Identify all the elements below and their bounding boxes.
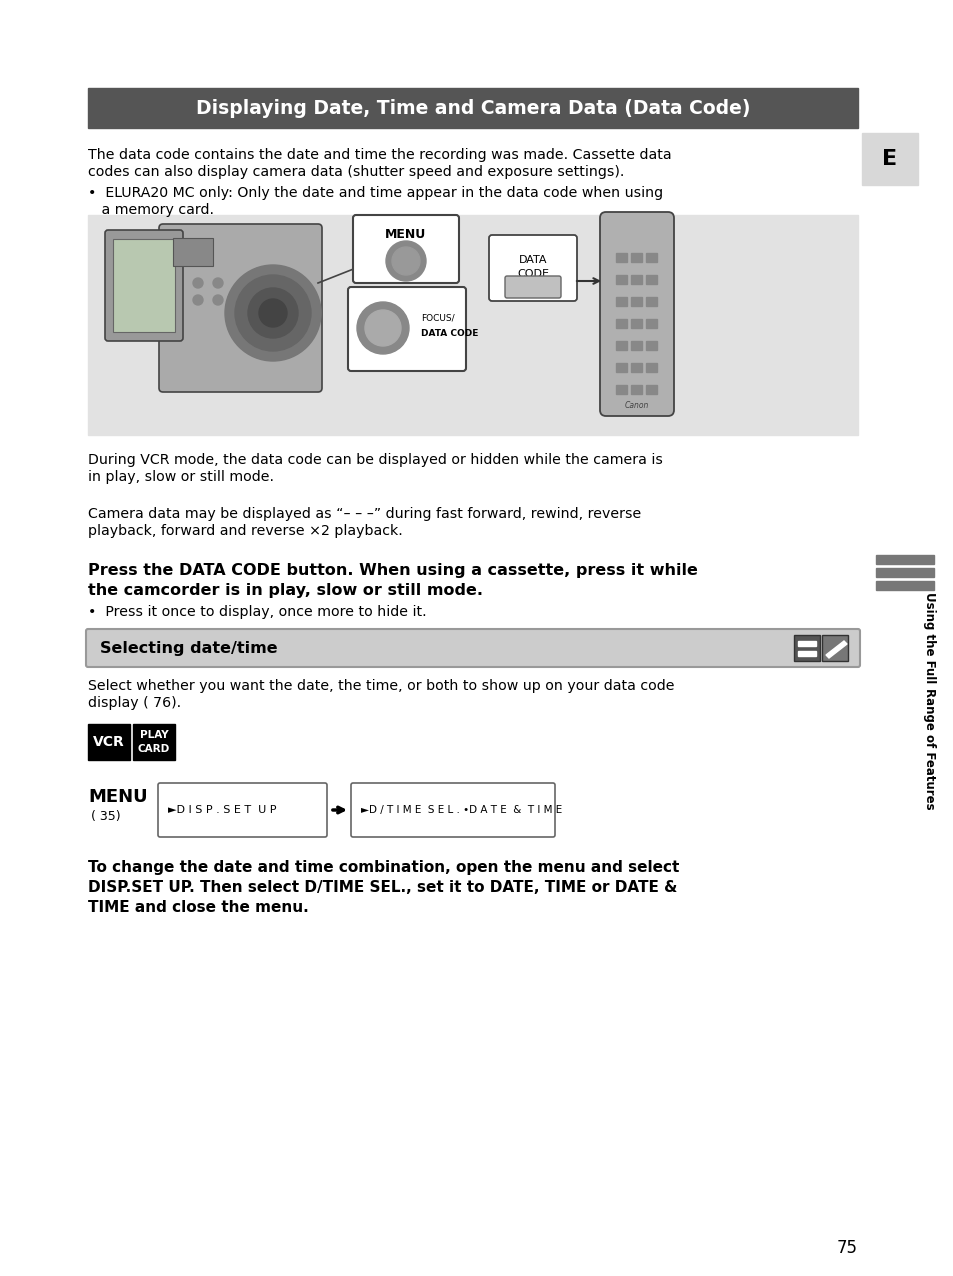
Bar xyxy=(875,555,933,564)
Bar xyxy=(630,341,641,350)
Text: Camera data may be displayed as “– – –” during fast forward, rewind, reverse: Camera data may be displayed as “– – –” … xyxy=(88,507,640,521)
Bar xyxy=(645,362,657,373)
Bar xyxy=(616,253,626,262)
Text: Using the Full: Using the Full xyxy=(923,592,936,683)
Text: DATA: DATA xyxy=(518,255,547,265)
FancyBboxPatch shape xyxy=(348,287,465,371)
Bar xyxy=(821,635,847,661)
Bar xyxy=(616,297,626,306)
Bar xyxy=(875,581,933,590)
Text: PLAY: PLAY xyxy=(139,730,168,740)
Text: ( 35): ( 35) xyxy=(91,810,120,823)
Bar xyxy=(630,319,641,328)
Circle shape xyxy=(356,302,409,353)
Text: DISP.SET UP. Then select D/TIME SEL., set it to DATE, TIME or DATE &: DISP.SET UP. Then select D/TIME SEL., se… xyxy=(88,880,677,894)
Text: Selecting date/time: Selecting date/time xyxy=(100,641,277,656)
Text: codes can also display camera data (shutter speed and exposure settings).: codes can also display camera data (shut… xyxy=(88,165,623,179)
FancyBboxPatch shape xyxy=(353,214,458,283)
Bar xyxy=(645,276,657,285)
Text: •  ELURA20 MC only: Only the date and time appear in the data code when using: • ELURA20 MC only: Only the date and tim… xyxy=(88,186,662,200)
Text: playback, forward and reverse ×2 playback.: playback, forward and reverse ×2 playbac… xyxy=(88,524,402,538)
Text: FOCUS/: FOCUS/ xyxy=(420,314,455,323)
Bar xyxy=(88,723,130,760)
Bar xyxy=(172,239,213,265)
Circle shape xyxy=(386,241,426,281)
Text: Press the DATA CODE button. When using a cassette, press it while: Press the DATA CODE button. When using a… xyxy=(88,563,698,578)
Bar xyxy=(645,385,657,394)
Text: 75: 75 xyxy=(836,1239,857,1257)
FancyBboxPatch shape xyxy=(599,212,673,416)
Text: Displaying Date, Time and Camera Data (Data Code): Displaying Date, Time and Camera Data (D… xyxy=(195,98,749,117)
Text: the camcorder is in play, slow or still mode.: the camcorder is in play, slow or still … xyxy=(88,583,482,598)
FancyBboxPatch shape xyxy=(504,276,560,299)
Text: CARD: CARD xyxy=(138,744,170,754)
Polygon shape xyxy=(825,641,846,658)
Bar xyxy=(616,276,626,285)
Text: To change the date and time combination, open the menu and select: To change the date and time combination,… xyxy=(88,860,679,875)
Bar xyxy=(645,297,657,306)
Text: MENU: MENU xyxy=(385,227,426,240)
Circle shape xyxy=(213,278,223,288)
Text: MENU: MENU xyxy=(88,789,148,806)
Circle shape xyxy=(225,265,320,361)
Circle shape xyxy=(213,295,223,305)
Bar xyxy=(88,214,857,435)
Bar xyxy=(797,651,815,656)
Bar xyxy=(616,341,626,350)
Bar xyxy=(88,88,857,128)
Circle shape xyxy=(365,310,400,346)
Bar xyxy=(616,362,626,373)
Bar xyxy=(645,341,657,350)
Circle shape xyxy=(258,299,287,327)
Text: The data code contains the date and time the recording was made. Cassette data: The data code contains the date and time… xyxy=(88,148,671,162)
Bar xyxy=(630,276,641,285)
Text: Canon: Canon xyxy=(624,402,648,411)
Bar xyxy=(630,297,641,306)
Circle shape xyxy=(234,276,311,351)
FancyBboxPatch shape xyxy=(489,235,577,301)
Circle shape xyxy=(248,288,297,338)
Bar xyxy=(793,635,820,661)
Bar xyxy=(875,568,933,577)
Circle shape xyxy=(193,295,203,305)
Bar xyxy=(630,385,641,394)
Bar xyxy=(630,253,641,262)
Text: TIME and close the menu.: TIME and close the menu. xyxy=(88,900,309,915)
Circle shape xyxy=(193,278,203,288)
Bar xyxy=(132,723,174,760)
FancyBboxPatch shape xyxy=(351,783,555,837)
Text: a memory card.: a memory card. xyxy=(88,203,213,217)
Text: E: E xyxy=(882,149,897,168)
Text: Range of Features: Range of Features xyxy=(923,688,936,810)
Text: ►D I S P . S E T  U P: ►D I S P . S E T U P xyxy=(168,805,276,815)
Bar xyxy=(797,641,815,646)
Bar xyxy=(616,385,626,394)
FancyBboxPatch shape xyxy=(159,225,322,392)
FancyBboxPatch shape xyxy=(105,230,183,341)
Text: VCR: VCR xyxy=(93,735,125,749)
Bar xyxy=(616,319,626,328)
Text: CODE: CODE xyxy=(517,269,548,279)
Text: DATA CODE: DATA CODE xyxy=(420,328,477,337)
Text: display ( 76).: display ( 76). xyxy=(88,695,181,709)
Bar xyxy=(630,362,641,373)
Bar xyxy=(645,253,657,262)
FancyBboxPatch shape xyxy=(86,629,859,667)
Text: •  Press it once to display, once more to hide it.: • Press it once to display, once more to… xyxy=(88,605,426,619)
Bar xyxy=(645,319,657,328)
Text: in play, slow or still mode.: in play, slow or still mode. xyxy=(88,470,274,484)
Text: ►D / T I M E  S E L . •D A T E  &  T I M E: ►D / T I M E S E L . •D A T E & T I M E xyxy=(360,805,561,815)
FancyBboxPatch shape xyxy=(158,783,327,837)
Bar xyxy=(862,133,917,185)
Text: Select whether you want the date, the time, or both to show up on your data code: Select whether you want the date, the ti… xyxy=(88,679,674,693)
Text: During VCR mode, the data code can be displayed or hidden while the camera is: During VCR mode, the data code can be di… xyxy=(88,453,662,467)
Bar xyxy=(112,239,174,332)
Circle shape xyxy=(392,248,419,276)
